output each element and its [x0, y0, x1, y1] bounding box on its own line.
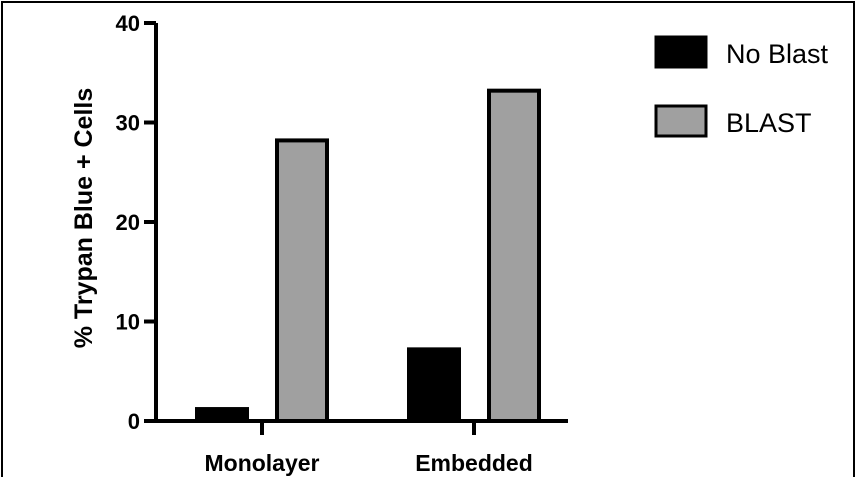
bar — [275, 138, 329, 423]
x-category-label: Monolayer — [204, 450, 319, 476]
bar — [407, 347, 461, 423]
bars — [195, 88, 541, 423]
y-tick-label: 30 — [116, 111, 140, 136]
bar — [195, 407, 249, 423]
y-axis-label: % Trypan Blue + Cells — [70, 88, 98, 349]
legend-swatch — [654, 35, 708, 69]
y-tick-label: 0 — [128, 409, 140, 434]
y-tick-label: 40 — [116, 11, 140, 36]
y-tick-label: 10 — [116, 310, 140, 335]
legend: No Blast BLAST — [654, 35, 829, 138]
legend-label: No Blast — [726, 39, 829, 69]
y-tick-label: 20 — [116, 210, 140, 235]
legend-label: BLAST — [726, 108, 812, 138]
bar — [487, 88, 541, 423]
legend-swatch — [654, 104, 708, 138]
x-category-label: Embedded — [415, 450, 533, 476]
